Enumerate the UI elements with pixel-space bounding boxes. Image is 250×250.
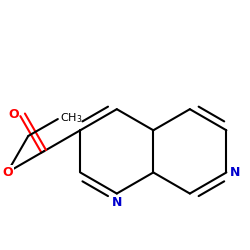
Text: N: N [112, 196, 122, 209]
Text: N: N [230, 166, 241, 179]
Text: O: O [2, 166, 12, 179]
Text: O: O [8, 108, 19, 121]
Text: CH$_3$: CH$_3$ [60, 111, 83, 125]
